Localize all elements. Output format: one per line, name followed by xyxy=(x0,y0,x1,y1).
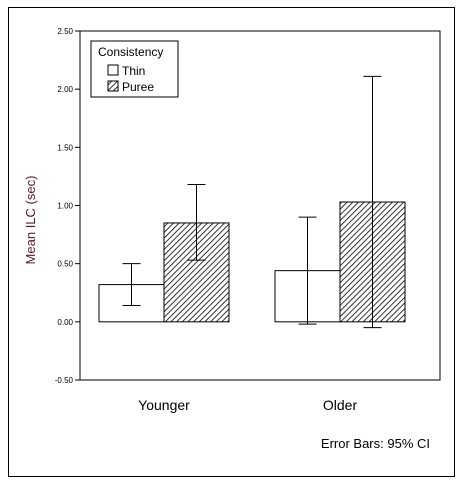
legend-label-thin: Thin xyxy=(122,64,145,78)
error-bars xyxy=(122,75,382,329)
error-bar-note: Error Bars: 95% CI xyxy=(321,436,430,451)
y-tick-label: 1.50 xyxy=(57,143,73,152)
y-tick-label: -0.50 xyxy=(55,376,74,385)
x-category-label: Older xyxy=(323,397,358,413)
legend: Consistency Thin Puree xyxy=(90,40,179,98)
legend-swatch-puree xyxy=(107,80,119,92)
y-tick-label: 2.50 xyxy=(57,27,73,36)
y-axis: -0.50 0.00 0.50 1.00 1.50 2.00 2.50 xyxy=(55,27,80,385)
legend-label-puree: Puree xyxy=(122,80,154,94)
legend-box xyxy=(90,40,179,98)
x-category-label: Younger xyxy=(138,397,190,413)
x-axis-labels: Younger Older xyxy=(138,397,357,413)
y-tick-label: 0.00 xyxy=(57,318,73,327)
y-tick-label: 1.00 xyxy=(57,202,73,211)
bars xyxy=(98,201,406,323)
y-tick-label: 2.00 xyxy=(57,85,73,94)
y-tick-label: 0.50 xyxy=(57,260,73,269)
y-axis-label: Mean ILC (sec) xyxy=(23,176,38,265)
legend-swatch-thin xyxy=(107,64,119,76)
legend-title: Consistency xyxy=(98,45,163,59)
